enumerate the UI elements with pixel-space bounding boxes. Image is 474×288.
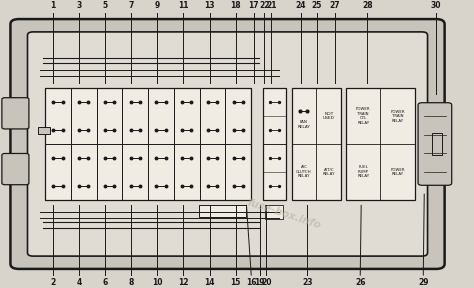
Bar	[38, 127, 50, 134]
FancyBboxPatch shape	[418, 103, 452, 185]
Bar	[200, 144, 226, 200]
Text: 18: 18	[230, 1, 241, 10]
Text: 11: 11	[178, 1, 189, 10]
Text: 29: 29	[418, 278, 428, 287]
Text: A/T/C
RELAY: A/T/C RELAY	[323, 168, 335, 176]
Bar	[148, 88, 174, 144]
Text: 25: 25	[311, 1, 322, 10]
Text: POWER
TRAIN
RELAY: POWER TRAIN RELAY	[390, 109, 405, 123]
Text: 1: 1	[50, 1, 56, 10]
Text: FAN
RELAY: FAN RELAY	[298, 120, 310, 129]
Bar	[45, 88, 71, 144]
Bar	[71, 144, 97, 200]
Text: 27: 27	[329, 1, 340, 10]
Text: 3: 3	[76, 1, 82, 10]
Text: 5: 5	[103, 1, 108, 10]
FancyBboxPatch shape	[2, 98, 29, 129]
Text: 21: 21	[266, 1, 276, 10]
Text: 28: 28	[362, 1, 373, 10]
Bar	[174, 88, 200, 144]
Bar	[122, 88, 148, 144]
Text: 30: 30	[431, 1, 441, 10]
Bar	[148, 144, 174, 200]
Text: 12: 12	[178, 278, 189, 287]
Text: fuse-box.info: fuse-box.info	[246, 197, 323, 230]
Text: 14: 14	[204, 278, 215, 287]
Bar	[45, 88, 251, 200]
Text: 20: 20	[261, 278, 272, 287]
Text: 7: 7	[128, 1, 134, 10]
Text: 24: 24	[296, 1, 306, 10]
Text: 26: 26	[355, 278, 365, 287]
Text: 13: 13	[204, 1, 215, 10]
Text: POWER
TRAIN
CTL
RELAY: POWER TRAIN CTL RELAY	[356, 107, 371, 125]
FancyBboxPatch shape	[27, 32, 428, 256]
Bar	[292, 88, 341, 200]
Text: 6: 6	[102, 278, 108, 287]
Bar	[97, 88, 122, 144]
Bar	[200, 88, 226, 144]
FancyBboxPatch shape	[10, 19, 445, 269]
Text: 17: 17	[248, 1, 259, 10]
Bar	[174, 144, 200, 200]
Bar	[122, 144, 148, 200]
Bar	[199, 205, 246, 217]
Text: POWER
RELAY: POWER RELAY	[390, 168, 405, 176]
Text: A/C
CLUTCH
RELAY: A/C CLUTCH RELAY	[296, 165, 312, 179]
Bar	[226, 144, 251, 200]
FancyBboxPatch shape	[2, 154, 29, 185]
Text: 22: 22	[259, 1, 270, 10]
Text: 4: 4	[76, 278, 82, 287]
Text: 9: 9	[155, 1, 160, 10]
Bar	[45, 144, 71, 200]
Bar	[226, 88, 251, 144]
Text: 23: 23	[302, 278, 312, 287]
Text: FUEL
PUMP
RELAY: FUEL PUMP RELAY	[357, 165, 369, 179]
Text: 16: 16	[246, 278, 256, 287]
Bar	[97, 144, 122, 200]
Text: 10: 10	[152, 278, 163, 287]
Bar	[432, 133, 442, 155]
Text: 19: 19	[255, 278, 265, 287]
Bar	[263, 88, 286, 200]
Text: 15: 15	[230, 278, 241, 287]
Text: 2: 2	[50, 278, 56, 287]
Bar	[265, 205, 283, 219]
Text: NOT
USED: NOT USED	[323, 112, 335, 120]
Text: 8: 8	[128, 278, 134, 287]
Bar	[71, 88, 97, 144]
Bar	[346, 88, 415, 200]
